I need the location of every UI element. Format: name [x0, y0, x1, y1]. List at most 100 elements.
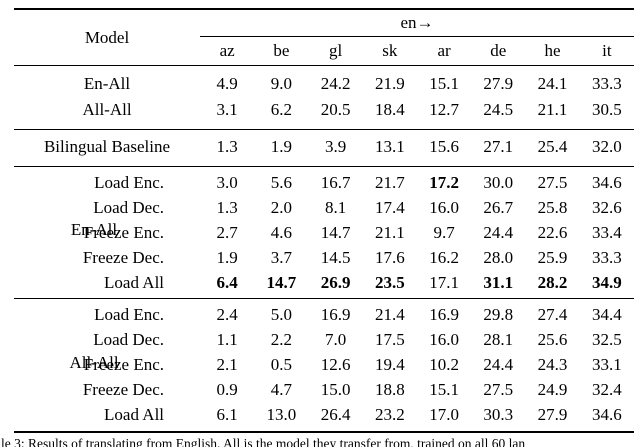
- cell-ar: 16.9: [429, 304, 459, 324]
- cell-az: 6.1: [216, 404, 238, 424]
- cell-he: 27.4: [537, 304, 568, 324]
- cell-sk: 23.5: [374, 272, 405, 292]
- cell-gl: 16.9: [320, 304, 351, 324]
- cell-de: 29.8: [483, 304, 514, 324]
- cell-be: 14.7: [266, 272, 297, 292]
- cell-sk: 19.4: [374, 354, 405, 374]
- table-row: Load All 6.1 13.0 26.4 23.2 17.0 30.3 27.9 34.6: [14, 402, 634, 432]
- table-row: Freeze Enc. 2.1 0.5 12.6 19.4 10.2 24.4 24.3 33.…: [14, 352, 634, 377]
- cell-az: 3.0: [216, 172, 238, 192]
- cell-az: 2.4: [216, 304, 238, 324]
- cell-it: 30.5: [591, 100, 622, 119]
- cell-gl: 26.9: [320, 272, 351, 292]
- cell-it: 33.4: [591, 222, 622, 242]
- cell-it: 33.3: [591, 247, 622, 267]
- cell-ar: 12.7: [429, 100, 459, 119]
- row-label: All-All: [82, 100, 132, 119]
- cell-az: 1.3: [216, 197, 238, 217]
- cell-sk: 17.6: [374, 247, 405, 267]
- cell-he: 28.2: [537, 272, 568, 292]
- cell-be: 6.2: [270, 100, 292, 119]
- table-header: Model en→ az be gl sk ar de he it: [14, 9, 634, 66]
- cell-sk: 17.4: [374, 197, 405, 217]
- cell-de: 24.4: [483, 354, 514, 374]
- cell-ar: 15.1: [429, 379, 459, 399]
- table-row: Load Dec. 1.3 2.0 8.1 17.4 16.0 26.7 25.8 32.6: [14, 195, 634, 220]
- cell-ar: 16.0: [429, 329, 459, 349]
- cell-az: 4.9: [216, 74, 238, 93]
- model-column-header: Model: [84, 27, 130, 47]
- cell-sk: 23.2: [374, 404, 405, 424]
- cell-he: 25.6: [537, 329, 568, 349]
- direction-span-header: en→: [200, 9, 634, 37]
- cell-be: 13.0: [266, 404, 297, 424]
- section-bilingual-baseline: Bilingual Baseline 1.3 1.9 3.9 13.1 15.6 27.1 2…: [14, 130, 634, 167]
- cell-it: 33.3: [591, 74, 622, 93]
- cell-sk: 17.5: [374, 329, 405, 349]
- header-row-span: Model en→: [14, 9, 634, 47]
- table-row: Load Enc. 2.4 5.0 16.9 21.4 16.9 29.8 27.4 34.4: [14, 299, 634, 328]
- cell-sk: 21.7: [374, 172, 405, 192]
- cell-he: 24.1: [537, 74, 568, 93]
- cell-it: 32.5: [591, 329, 622, 349]
- cell-he: 24.3: [537, 354, 568, 374]
- cell-be: 1.9: [270, 137, 292, 156]
- column-header-he: he: [544, 41, 561, 60]
- cell-de: 30.3: [483, 404, 514, 424]
- section-multilingual-models: En-All 4.9 9.0 24.2 21.9 15.1 27.9 24.1 33.3 All-…: [14, 66, 634, 130]
- cell-az: 1.3: [216, 137, 238, 156]
- cell-gl: 8.1: [324, 197, 347, 217]
- row-label: Load Enc.: [94, 304, 165, 324]
- cell-de: 24.4: [483, 222, 514, 242]
- row-label: Freeze Enc.: [83, 354, 165, 374]
- cell-de: 28.0: [483, 247, 514, 267]
- header-row-languages: az be gl sk ar de he it: [14, 37, 634, 66]
- cell-it: 34.6: [591, 404, 622, 424]
- column-header-be: be: [273, 41, 290, 60]
- row-label: Freeze Dec.: [82, 379, 165, 399]
- cell-gl: 20.5: [320, 100, 351, 119]
- cell-ar: 17.1: [429, 272, 459, 292]
- cell-az: 3.1: [216, 100, 238, 119]
- cell-it: 32.6: [591, 197, 622, 217]
- cell-az: 0.9: [216, 379, 238, 399]
- cell-it: 34.9: [591, 272, 622, 292]
- row-label: Load All: [104, 404, 165, 424]
- cell-it: 34.6: [591, 172, 622, 192]
- cell-gl: 14.5: [320, 247, 351, 267]
- cell-be: 3.7: [270, 247, 292, 267]
- table-row: Freeze Enc. 2.7 4.6 14.7 21.1 9.7 24.4 22.6 33.4: [14, 220, 634, 245]
- cell-be: 5.0: [270, 304, 292, 324]
- cell-he: 24.9: [537, 379, 568, 399]
- table-row: Load Enc. 3.0 5.6 16.7 21.7 17.2 30.0 27.5 34.6: [14, 167, 634, 196]
- cell-it: 34.4: [591, 304, 622, 324]
- cell-he: 25.8: [537, 197, 568, 217]
- cell-be: 9.0: [270, 74, 292, 93]
- cell-he: 27.9: [537, 404, 568, 424]
- cell-de: 27.5: [483, 379, 514, 399]
- row-label: Load Dec.: [93, 197, 165, 217]
- cell-de: 27.9: [483, 74, 514, 93]
- table-row: Bilingual Baseline 1.3 1.9 3.9 13.1 15.6 27.1 2…: [14, 130, 634, 167]
- cell-de: 30.0: [483, 172, 514, 192]
- table-caption-clipped: le 3: Results of translating from Englis…: [1, 436, 526, 447]
- cell-ar: 16.0: [429, 197, 459, 217]
- cell-he: 25.9: [537, 247, 568, 267]
- table-row: Load All 6.4 14.7 26.9 23.5 17.1 31.1 28.2 34.9: [14, 270, 634, 299]
- cell-gl: 7.0: [324, 329, 347, 349]
- cell-az: 1.1: [216, 329, 238, 349]
- cell-az: 6.4: [216, 272, 238, 292]
- cell-ar: 9.7: [433, 222, 455, 242]
- row-label: Load All: [104, 272, 165, 292]
- cell-de: 27.1: [483, 137, 514, 156]
- cell-gl: 24.2: [320, 74, 351, 93]
- cell-gl: 15.0: [320, 379, 351, 399]
- cell-gl: 14.7: [320, 222, 351, 242]
- cell-de: 24.5: [483, 100, 514, 119]
- column-header-ar: ar: [437, 41, 451, 60]
- cell-be: 2.0: [270, 197, 292, 217]
- section-en-all-transfer: Load Enc. 3.0 5.6 16.7 21.7 17.2 30.0 27.5 34.6 L…: [14, 167, 634, 299]
- row-label: Freeze Dec.: [82, 247, 165, 267]
- column-header-de: de: [490, 41, 507, 60]
- cell-az: 2.1: [216, 354, 238, 374]
